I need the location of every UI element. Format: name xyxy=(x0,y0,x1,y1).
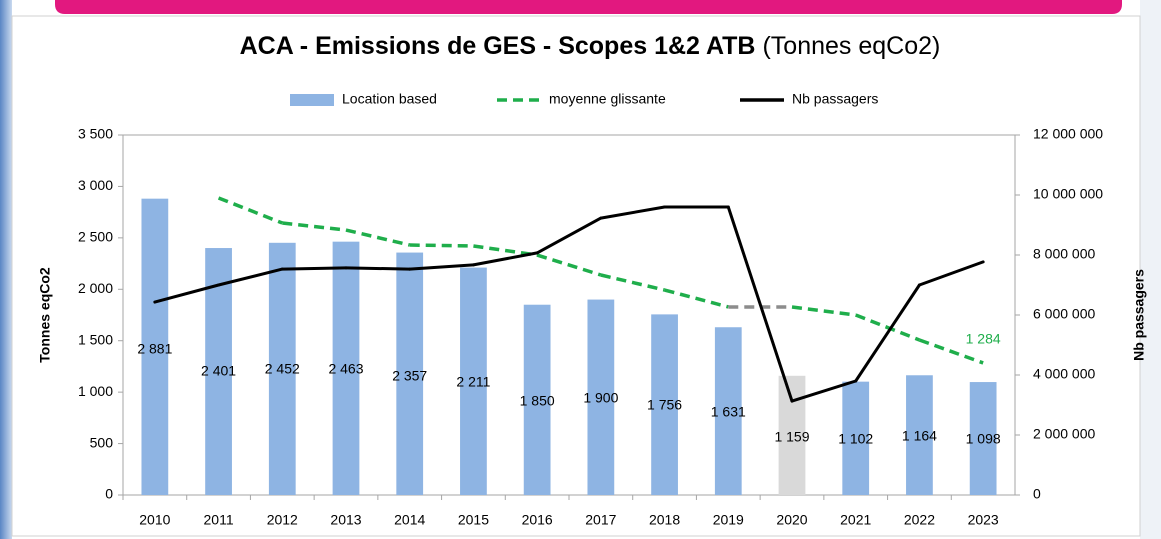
data-label: 2 357 xyxy=(392,368,427,384)
data-label: 2 401 xyxy=(201,363,236,379)
y2-tick-label: 2 000 000 xyxy=(1033,426,1095,442)
line-segment xyxy=(217,196,283,225)
bar xyxy=(969,382,997,495)
line-segment xyxy=(664,288,729,309)
x-tick-label: 2010 xyxy=(139,512,170,528)
line-segment xyxy=(280,266,348,271)
line-segment xyxy=(471,251,539,267)
bar xyxy=(460,267,487,495)
data-label: 2 881 xyxy=(137,341,172,357)
bar xyxy=(523,304,551,495)
legend-label: moyenne glissante xyxy=(549,91,666,107)
line-segment xyxy=(408,263,475,271)
x-tick-label: 2014 xyxy=(394,512,425,528)
line-segment xyxy=(536,253,602,277)
left-edge xyxy=(0,0,12,539)
data-label: 1 098 xyxy=(966,431,1001,447)
line-segment xyxy=(855,313,921,342)
bar xyxy=(268,242,296,495)
bar xyxy=(141,198,169,495)
line-segment xyxy=(217,267,284,287)
data-label: 1 756 xyxy=(647,397,682,413)
y2-tick-label: 6 000 000 xyxy=(1033,306,1095,322)
x-tick-label: 2018 xyxy=(649,512,680,528)
data-label: 1 164 xyxy=(902,428,937,444)
y-tick-label: 1 500 xyxy=(78,331,113,347)
legend-swatch xyxy=(290,94,334,106)
line-segment xyxy=(917,260,985,287)
x-tick-label: 2019 xyxy=(713,512,744,528)
line-segment xyxy=(726,205,794,403)
x-tick-label: 2017 xyxy=(585,512,616,528)
x-tick-label: 2020 xyxy=(776,512,807,528)
data-label: 2 463 xyxy=(328,361,363,377)
y2-tick-label: 0 xyxy=(1033,486,1041,502)
x-tick-label: 2011 xyxy=(204,512,234,528)
line-segment xyxy=(344,266,412,271)
x-tick-label: 2012 xyxy=(267,512,298,528)
y-tick-label: 2 500 xyxy=(78,229,113,245)
x-tick-label: 2016 xyxy=(522,512,553,528)
legend-label: Location based xyxy=(342,91,437,107)
y-tick-label: 0 xyxy=(105,486,113,502)
line-segment xyxy=(535,216,603,255)
line-segment xyxy=(409,243,474,248)
x-tick-label: 2023 xyxy=(968,512,999,528)
line-segment xyxy=(345,228,411,247)
data-label: 1 284 xyxy=(966,331,1001,347)
data-label: 1 850 xyxy=(520,393,555,409)
bar xyxy=(587,299,615,495)
chart-title: ACA - Emissions de GES - Scopes 1&2 ATB(… xyxy=(240,32,941,60)
line-segment xyxy=(918,338,984,365)
data-label: 2 211 xyxy=(456,374,490,390)
y-tick-label: 1 000 xyxy=(78,383,113,399)
data-label: 1 631 xyxy=(711,404,746,420)
title-main: ACA - Emissions de GES - Scopes 1&2 ATB xyxy=(240,32,756,60)
x-tick-label: 2021 xyxy=(840,512,871,528)
y-tick-label: 2 000 xyxy=(78,280,113,296)
bar xyxy=(906,375,933,495)
chart-border xyxy=(11,15,1141,537)
y-tick-label: 3 500 xyxy=(78,126,113,142)
bar xyxy=(778,375,806,495)
data-label: 1 102 xyxy=(838,431,873,447)
line-segment xyxy=(854,283,921,383)
y2-axis-label: Nb passagers xyxy=(1131,269,1147,361)
y-tick-label: 500 xyxy=(90,434,114,450)
x-tick-label: 2015 xyxy=(458,512,489,528)
line-segment xyxy=(790,379,858,403)
right-edge xyxy=(1140,0,1161,539)
line-segment xyxy=(791,305,856,317)
line-segment xyxy=(153,283,221,304)
y2-tick-label: 8 000 000 xyxy=(1033,246,1095,262)
bar xyxy=(205,248,232,495)
data-label: 2 452 xyxy=(265,361,300,377)
header-bar xyxy=(55,0,1122,14)
bar xyxy=(332,241,360,495)
y2-tick-label: 4 000 000 xyxy=(1033,366,1095,382)
line-segment xyxy=(282,221,347,232)
y-axis-label: Tonnes eqCo2 xyxy=(37,267,53,363)
bar xyxy=(651,314,678,495)
line-segment xyxy=(599,205,667,220)
y-tick-label: 3 000 xyxy=(78,177,113,193)
bar xyxy=(714,327,742,495)
line-segment xyxy=(600,273,665,292)
x-tick-label: 2022 xyxy=(904,512,935,528)
title-unit: (Tonnes eqCo2) xyxy=(762,32,940,60)
data-label: 1 900 xyxy=(583,390,618,406)
bar xyxy=(842,381,870,495)
x-tick-label: 2013 xyxy=(330,512,361,528)
y2-tick-label: 10 000 000 xyxy=(1033,186,1103,202)
legend-label: Nb passagers xyxy=(792,91,878,107)
data-label: 1 159 xyxy=(774,429,809,445)
y2-tick-label: 12 000 000 xyxy=(1033,126,1103,142)
bar xyxy=(396,252,424,495)
